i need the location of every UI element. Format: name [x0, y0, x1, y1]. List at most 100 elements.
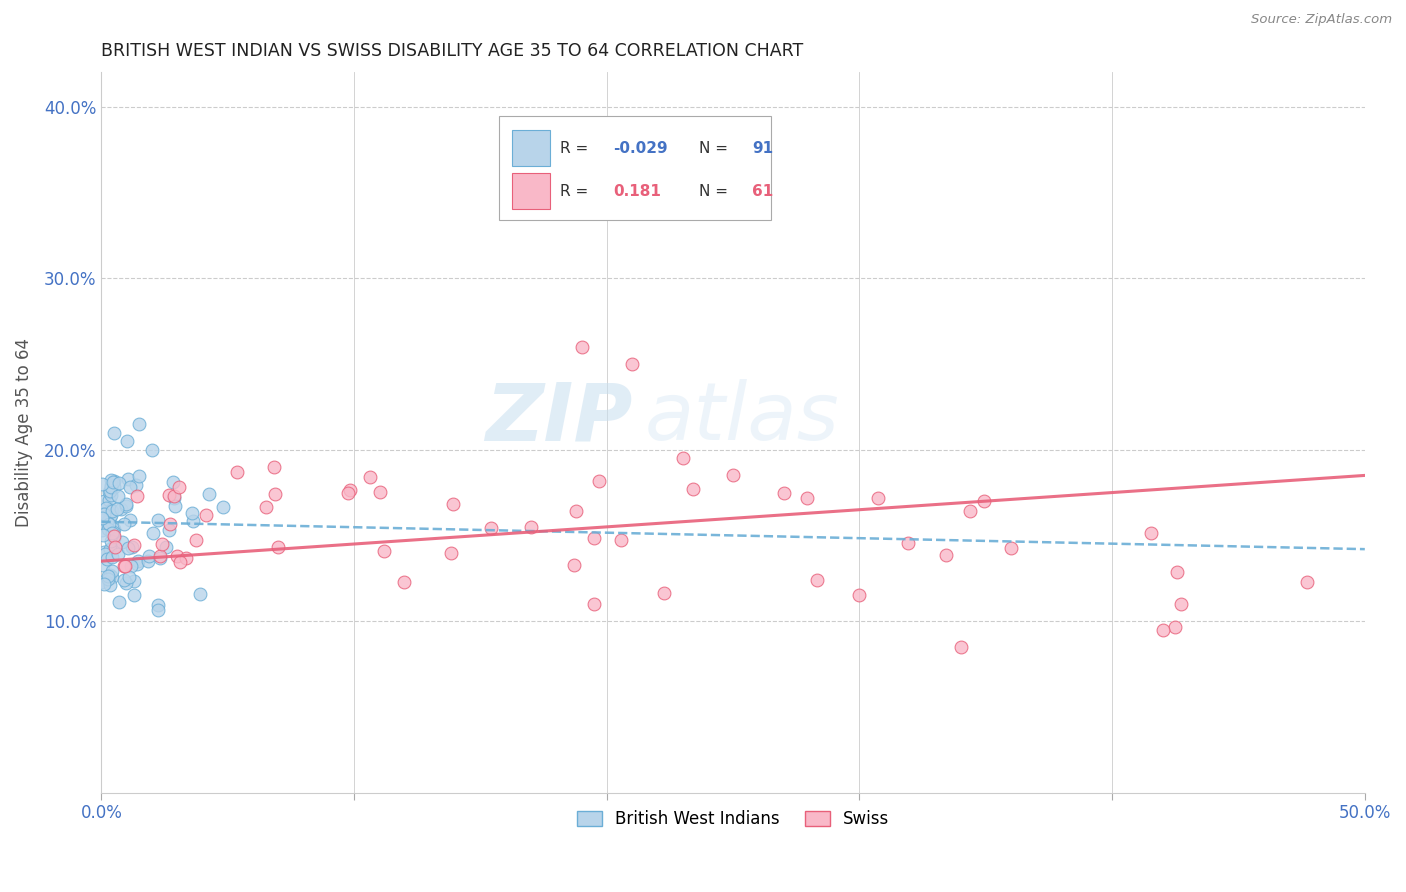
Text: R =: R =	[560, 184, 588, 199]
Point	[91, 511, 114, 525]
Point	[1152, 623, 1174, 637]
Text: N =: N =	[699, 141, 728, 155]
Point	[772, 485, 794, 500]
Point	[93, 545, 115, 559]
Point	[866, 491, 889, 505]
Point	[150, 537, 173, 551]
Point	[1166, 565, 1188, 579]
Text: ZIP: ZIP	[485, 379, 633, 457]
Point	[562, 558, 585, 572]
Point	[225, 465, 247, 479]
Point	[107, 595, 129, 609]
Point	[146, 599, 169, 613]
Point	[97, 569, 120, 583]
Point	[122, 538, 145, 552]
Point	[935, 548, 957, 562]
Point	[263, 459, 285, 474]
Point	[117, 472, 139, 486]
Point	[112, 516, 135, 531]
Point	[121, 558, 143, 573]
Point	[122, 574, 145, 589]
Point	[359, 470, 381, 484]
Point	[117, 570, 139, 584]
Point	[96, 515, 118, 529]
Point	[136, 554, 159, 568]
Point	[90, 476, 112, 491]
Point	[254, 500, 277, 514]
Point	[621, 357, 644, 371]
Point	[112, 573, 135, 587]
Point	[90, 523, 112, 537]
Text: BRITISH WEST INDIAN VS SWISS DISABILITY AGE 35 TO 64 CORRELATION CHART: BRITISH WEST INDIAN VS SWISS DISABILITY …	[101, 42, 804, 60]
Point	[441, 497, 464, 511]
Point	[100, 479, 122, 493]
Point	[91, 558, 114, 572]
Point	[101, 525, 124, 540]
Legend: British West Indians, Swiss: British West Indians, Swiss	[571, 804, 896, 835]
Point	[159, 516, 181, 531]
Point	[897, 536, 920, 550]
Point	[138, 549, 160, 563]
Point	[1000, 541, 1022, 555]
Point	[100, 488, 122, 502]
Point	[120, 480, 142, 494]
Point	[105, 502, 128, 516]
Text: 91: 91	[752, 141, 773, 155]
Point	[149, 549, 172, 563]
Point	[100, 478, 122, 492]
Point	[368, 485, 391, 500]
Point	[167, 480, 190, 494]
Point	[111, 534, 134, 549]
Point	[671, 451, 693, 466]
Point	[520, 520, 543, 534]
Point	[97, 492, 120, 507]
Point	[110, 501, 132, 516]
Point	[115, 434, 138, 449]
Point	[121, 540, 143, 554]
Point	[163, 491, 186, 505]
Point	[127, 554, 149, 568]
Text: N =: N =	[699, 184, 728, 199]
Point	[96, 551, 118, 566]
Point	[973, 494, 995, 508]
Point	[103, 480, 125, 494]
Point	[163, 489, 186, 503]
Point	[98, 542, 121, 557]
Point	[98, 484, 121, 499]
Point	[101, 475, 124, 489]
Point	[100, 533, 122, 548]
Point	[565, 504, 588, 518]
Point	[583, 597, 606, 611]
Point	[157, 523, 180, 537]
Point	[721, 468, 744, 483]
Point	[146, 513, 169, 527]
Point	[682, 482, 704, 496]
Point	[108, 475, 131, 490]
Point	[104, 541, 127, 555]
Point	[100, 508, 122, 522]
Point	[94, 508, 117, 522]
Point	[373, 543, 395, 558]
Point	[100, 503, 122, 517]
Point	[118, 513, 141, 527]
Point	[959, 504, 981, 518]
Point	[652, 585, 675, 599]
Point	[107, 489, 129, 503]
Point	[796, 491, 818, 505]
Point	[440, 546, 463, 560]
Point	[93, 576, 115, 591]
Point	[128, 469, 150, 483]
Point	[124, 478, 146, 492]
Point	[169, 555, 191, 569]
Point	[1170, 597, 1192, 611]
Point	[114, 497, 136, 511]
Point	[1139, 526, 1161, 541]
Point	[148, 602, 170, 616]
Point	[98, 568, 121, 582]
Point	[162, 475, 184, 489]
Point	[103, 529, 125, 543]
Point	[127, 558, 149, 572]
Point	[100, 473, 122, 487]
Point	[100, 525, 122, 540]
Point	[157, 488, 180, 502]
